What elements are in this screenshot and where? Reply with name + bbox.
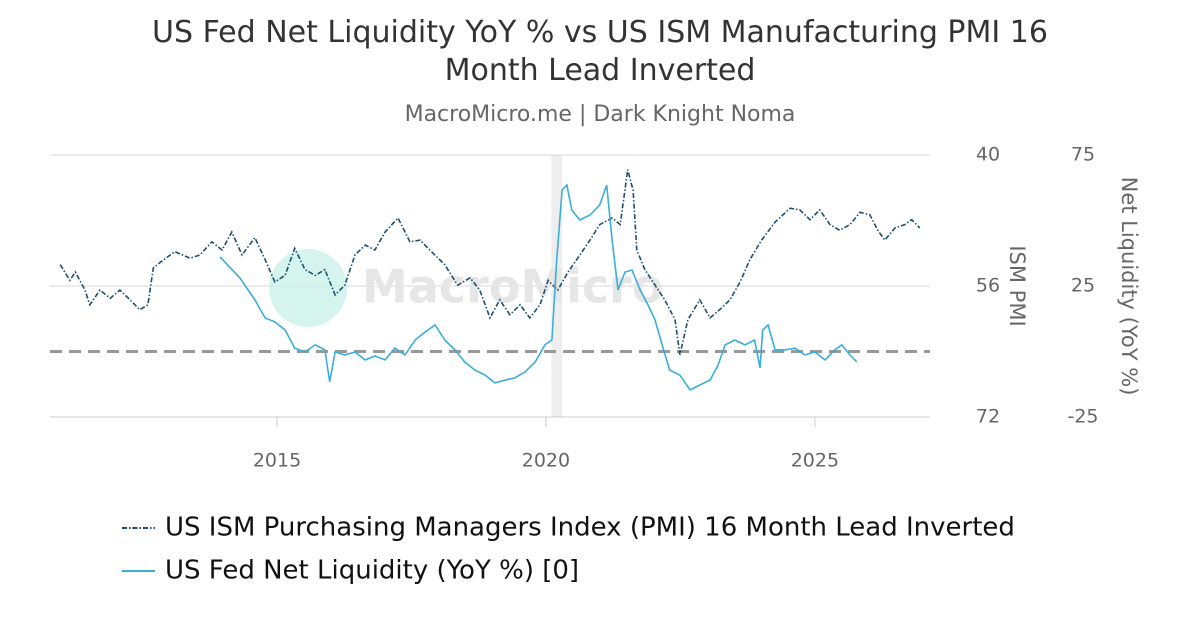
y2-axis-title: Net Liquidity (YoY %) (1117, 177, 1141, 396)
series-line (219, 183, 858, 392)
watermark: MacroMicro (362, 260, 663, 314)
y2-tick-label: 75 (1071, 144, 1095, 166)
legend-label: US ISM Purchasing Managers Index (PMI) 1… (165, 513, 1015, 543)
x-tick-label: 2020 (522, 450, 570, 472)
legend-label: US Fed Net Liquidity (YoY %) [0] (165, 556, 579, 586)
y-axis-title: ISM PMI (1005, 245, 1029, 326)
x-tick-label: 2015 (253, 450, 301, 472)
y-tick-label: 40 (976, 144, 1000, 166)
y2-tick-label: -25 (1067, 406, 1098, 428)
y-tick-label: 56 (976, 275, 1000, 297)
y-tick-label: 72 (976, 406, 1000, 428)
series-line (59, 169, 921, 355)
chart-title: US Fed Net Liquidity YoY % vs US ISM Man… (152, 15, 1048, 88)
x-tick-label: 2025 (791, 450, 839, 472)
y2-tick-label: 25 (1071, 275, 1095, 297)
watermark-logo (269, 249, 347, 327)
chart-subtitle: MacroMicro.me | Dark Knight Noma (404, 102, 796, 127)
